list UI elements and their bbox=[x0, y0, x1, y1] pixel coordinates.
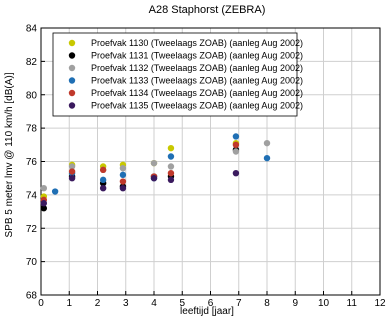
data-point bbox=[40, 205, 48, 212]
data-point bbox=[51, 188, 59, 195]
data-point bbox=[99, 166, 107, 174]
legend-marker bbox=[68, 39, 76, 47]
data-point bbox=[119, 185, 127, 192]
legend-box bbox=[52, 32, 298, 117]
y-tick-label: 72 bbox=[26, 224, 38, 235]
chart-title: A28 Staphorst (ZEBRA) bbox=[149, 4, 266, 16]
y-axis-label: SPB 5 meter lmv @ 110 km/h [dB(A)] bbox=[4, 72, 15, 237]
legend-entry: Proefvak 1132 (Tweelaags ZOAB) (aanleg A… bbox=[91, 63, 303, 73]
x-tick-label: 10 bbox=[318, 298, 330, 309]
data-point bbox=[68, 163, 76, 170]
x-tick-label: 6 bbox=[208, 298, 214, 309]
legend-entry: Proefvak 1133 (Tweelaags ZOAB) (aanleg A… bbox=[91, 76, 303, 86]
legend: Proefvak 1130 (Tweelaags ZOAB) (aanleg A… bbox=[52, 32, 303, 117]
legend-entry: Proefvak 1130 (Tweelaags ZOAB) (aanleg A… bbox=[91, 38, 303, 48]
legend-entry: Proefvak 1134 (Tweelaags ZOAB) (aanleg A… bbox=[91, 88, 303, 98]
data-point bbox=[99, 185, 107, 192]
data-point bbox=[150, 174, 158, 182]
x-tick-label: 12 bbox=[374, 298, 386, 309]
x-tick-label: 3 bbox=[123, 298, 129, 309]
x-tick-label: 9 bbox=[292, 298, 298, 309]
y-tick-label: 82 bbox=[26, 57, 38, 68]
data-point bbox=[232, 148, 240, 155]
x-tick-label: 8 bbox=[264, 298, 270, 309]
data-point bbox=[167, 169, 175, 177]
data-point bbox=[119, 178, 127, 185]
series-6 bbox=[40, 169, 240, 207]
y-tick-label: 76 bbox=[26, 157, 38, 168]
data-point bbox=[119, 164, 127, 172]
y-tick-label: 78 bbox=[26, 124, 38, 135]
data-point bbox=[232, 169, 240, 177]
data-point bbox=[119, 171, 127, 179]
data-point bbox=[167, 176, 175, 184]
data-point bbox=[263, 139, 271, 147]
data-point bbox=[167, 144, 175, 152]
x-tick-label: 7 bbox=[236, 298, 242, 309]
x-tick-label: 4 bbox=[151, 298, 157, 309]
data-point bbox=[232, 133, 240, 140]
series-5 bbox=[40, 141, 240, 204]
data-points bbox=[40, 133, 271, 212]
y-tick-label: 70 bbox=[26, 257, 38, 268]
x-tick-label: 2 bbox=[95, 298, 101, 309]
data-point bbox=[167, 163, 175, 170]
y-tick-label: 80 bbox=[26, 90, 38, 101]
data-point bbox=[99, 176, 107, 184]
y-tick-label: 74 bbox=[26, 190, 38, 201]
data-point bbox=[68, 174, 76, 182]
legend-marker bbox=[68, 89, 76, 97]
data-point bbox=[40, 200, 48, 207]
series-3 bbox=[40, 139, 271, 192]
data-point bbox=[232, 141, 240, 149]
data-point bbox=[263, 154, 271, 162]
x-axis-label: leeftijd [jaar] bbox=[180, 306, 234, 317]
data-point bbox=[150, 159, 158, 167]
legend-entry: Proefvak 1131 (Tweelaags ZOAB) (aanleg A… bbox=[91, 51, 303, 61]
legend-marker bbox=[68, 102, 76, 109]
data-point bbox=[167, 153, 175, 160]
x-tick-label: 11 bbox=[347, 298, 358, 309]
legend-marker bbox=[68, 77, 76, 84]
y-tick-label: 84 bbox=[26, 24, 38, 35]
data-point bbox=[40, 185, 48, 192]
x-tick-label: 1 bbox=[66, 298, 72, 309]
legend-marker bbox=[68, 64, 76, 72]
x-tick-label: 0 bbox=[38, 298, 44, 309]
legend-entry: Proefvak 1135 (Tweelaags ZOAB) (aanleg A… bbox=[91, 101, 303, 111]
legend-marker bbox=[68, 52, 76, 59]
x-tick-label: 5 bbox=[179, 298, 185, 309]
data-point bbox=[68, 168, 76, 175]
y-tick-label: 68 bbox=[26, 291, 38, 302]
